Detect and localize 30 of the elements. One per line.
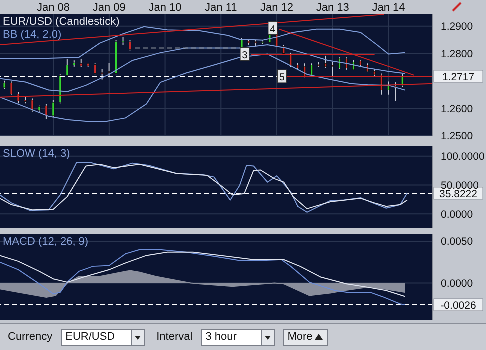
text: Currency — [8, 331, 53, 343]
ref-line-label: 1.2717 — [442, 72, 475, 84]
y-tick-label: 0.0000 — [441, 278, 474, 290]
ref-line-label: 35.8222 — [440, 188, 478, 200]
y-tick-label: 1.2900 — [441, 21, 474, 34]
y-tick-label: 1.2800 — [441, 48, 474, 60]
annotation: 3 — [242, 50, 248, 62]
x-tick-label: Jan 10 — [148, 2, 182, 14]
text: EUR/USD — [66, 331, 116, 343]
text: More — [288, 331, 313, 343]
x-tick-label: Jan 11 — [205, 2, 238, 14]
series-label: BB (14, 2.0) — [3, 29, 63, 42]
x-tick-label: Jan 12 — [260, 2, 294, 14]
y-tick-label: 0.0050 — [441, 236, 474, 248]
y-tick-label: 100.0000 — [441, 151, 485, 164]
x-tick-label: Jan 13 — [316, 2, 350, 14]
annotation: 4 — [270, 24, 276, 36]
chart-title: SLOW (14, 3) — [3, 148, 70, 161]
annotation: 5 — [279, 72, 286, 84]
y-tick-label: 0.0000 — [441, 208, 474, 221]
ref-line-label: -0.0026 — [440, 300, 476, 312]
x-tick-label: Jan 09 — [92, 2, 126, 14]
chart-title: EUR/USD (Candlestick) — [3, 16, 120, 29]
x-tick-label: Jan 14 — [372, 2, 406, 14]
text: Interval — [156, 331, 193, 343]
y-tick-label: 1.2600 — [441, 103, 474, 116]
y-tick-label: 1.2500 — [441, 130, 474, 143]
chart-title: MACD (12, 26, 9) — [3, 236, 89, 249]
x-tick-label: Jan 08 — [37, 2, 70, 14]
text: 3 hour — [206, 331, 237, 343]
